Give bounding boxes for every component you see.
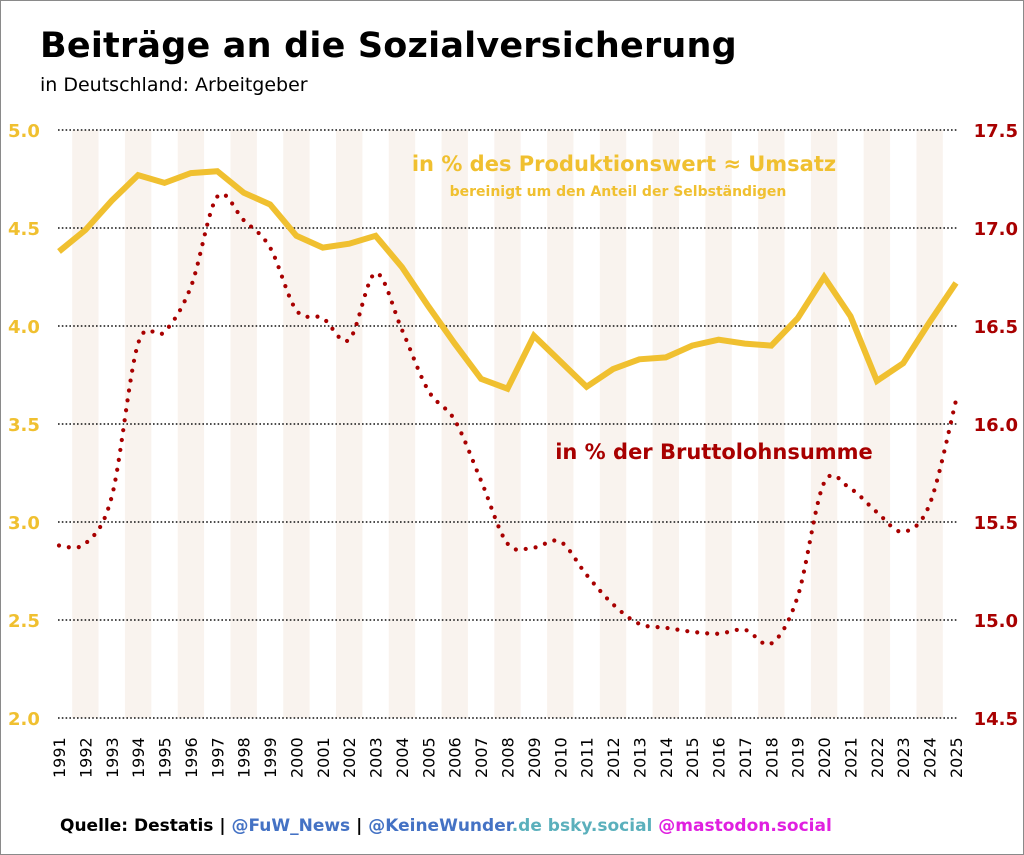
x-axis-tick-label: 2010	[551, 737, 570, 778]
left-axis-tick-label: 5.0	[8, 121, 40, 142]
x-axis-tick-label: 2008	[499, 737, 518, 778]
x-axis-tick-label: 1996	[182, 737, 201, 778]
keinewunder-domain[interactable]: .de	[511, 816, 542, 836]
right-axis-tick-label: 17.0	[974, 219, 1018, 240]
x-axis-tick-label: 2011	[578, 737, 597, 778]
x-axis-tick-label: 2002	[340, 737, 359, 778]
series-group	[56, 168, 959, 647]
x-axis-tick-label: 2024	[921, 737, 940, 778]
x-axis-tick-label: 2009	[525, 737, 544, 778]
x-axis-tick-label: 2016	[710, 737, 729, 778]
annotation-production-note: bereinigt um den Anteil der Selbständige…	[450, 184, 787, 200]
x-axis-tick-label: 2005	[419, 737, 438, 778]
x-axis-tick-label: 1998	[235, 737, 254, 778]
chart-subtitle: in Deutschland: Arbeitgeber	[40, 74, 308, 96]
gridlines	[58, 129, 958, 719]
x-axis-tick-label: 2025	[947, 737, 966, 778]
footer-credits: Quelle: Destatis | @FuW_News | @KeineWun…	[60, 816, 832, 836]
left-axis-tick-label: 3.5	[8, 415, 40, 436]
annotation-wage: in % der Bruttolohnsumme	[555, 440, 873, 464]
right-axis-tick-label: 15.0	[974, 611, 1018, 632]
separator: |	[213, 816, 232, 836]
x-axis-tick-label: 2014	[657, 737, 676, 778]
x-axis-tick-label: 1994	[129, 737, 148, 778]
mastodon-link[interactable]: @mastodon.social	[652, 816, 832, 836]
left-axis-tick-label: 3.0	[8, 513, 40, 534]
right-axis-tick-label: 17.5	[974, 121, 1018, 142]
fuw-news-link[interactable]: @FuW_News	[231, 816, 351, 836]
x-axis-tick-label: 2022	[868, 737, 887, 778]
left-axis-ticks: 2.0 2.5 3.0 3.5 4.0 4.5 5.0	[8, 121, 40, 730]
right-axis-tick-label: 16.0	[974, 415, 1018, 436]
x-axis-tick-label: 1999	[261, 737, 280, 778]
x-axis-tick-label: 2019	[789, 737, 808, 778]
x-axis-tick-label: 2018	[762, 737, 781, 778]
x-axis-tick-label: 2015	[683, 737, 702, 778]
x-axis-tick-label: 2001	[314, 737, 333, 778]
x-axis-tick-label: 2004	[393, 737, 412, 778]
right-axis-tick-label: 15.5	[974, 513, 1018, 534]
annotation-production: in % des Produktionswert ≈ Umsatz	[412, 152, 836, 176]
keinewunder-link[interactable]: @KeineWunder	[368, 816, 512, 836]
left-axis-tick-label: 2.5	[8, 611, 40, 632]
right-axis-ticks: 14.5 15.0 15.5 16.0 16.5 17.0 17.5	[974, 121, 1018, 730]
left-axis-tick-label: 4.5	[8, 219, 40, 240]
x-axis-tick-label: 1992	[76, 737, 95, 778]
x-axis-tick-label: 2020	[815, 737, 834, 778]
x-axis-tick-label: 2012	[604, 737, 623, 778]
chart-title: Beiträge an die Sozialversicherung	[40, 26, 737, 66]
x-axis-tick-label: 2000	[287, 737, 306, 778]
x-axis-ticks: 1991 1992 1993 1994 1995 1996 1997 1998 1999 2000…	[50, 737, 966, 778]
separator: |	[350, 816, 369, 836]
bsky-link[interactable]: bsky.social	[541, 816, 653, 836]
x-axis-tick-label: 2017	[736, 737, 755, 778]
left-axis-tick-label: 4.0	[8, 317, 40, 338]
source-label: Quelle: Destatis	[60, 816, 214, 836]
right-axis-tick-label: 14.5	[974, 709, 1018, 730]
x-axis-tick-label: 2021	[841, 737, 860, 778]
x-axis-tick-label: 2003	[367, 737, 386, 778]
right-axis-tick-label: 16.5	[974, 317, 1018, 338]
x-axis-tick-label: 1991	[50, 737, 69, 778]
x-axis-tick-label: 1993	[103, 737, 122, 778]
left-axis-tick-label: 2.0	[8, 709, 40, 730]
x-axis-tick-label: 2013	[630, 737, 649, 778]
x-axis-tick-label: 1995	[156, 737, 175, 778]
x-axis-tick-label: 1997	[208, 737, 227, 778]
x-axis-tick-label: 2023	[894, 737, 913, 778]
annotations: in % des Produktionswert ≈ Umsatz berein…	[412, 152, 873, 464]
x-axis-tick-label: 2007	[472, 737, 491, 778]
series-line-wage	[56, 191, 959, 647]
x-axis-tick-label: 2006	[446, 737, 465, 778]
